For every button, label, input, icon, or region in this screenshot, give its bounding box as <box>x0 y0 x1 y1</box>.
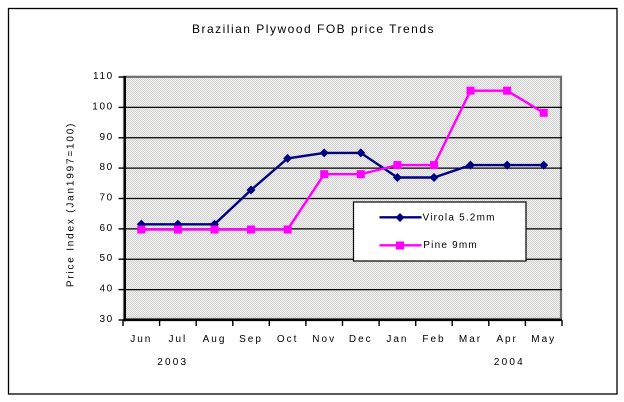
svg-text:Price Index (Jan1997=100): Price Index (Jan1997=100) <box>66 122 77 287</box>
svg-text:Jan: Jan <box>386 334 408 345</box>
svg-text:50: 50 <box>99 253 113 264</box>
svg-text:Virola 5.2mm: Virola 5.2mm <box>423 213 496 224</box>
svg-text:Brazilian Plywood FOB price Tr: Brazilian Plywood FOB price Trends <box>192 22 435 36</box>
svg-text:Pine 9mm: Pine 9mm <box>423 240 478 251</box>
svg-text:Dec: Dec <box>349 334 373 345</box>
svg-text:90: 90 <box>99 132 113 143</box>
svg-text:Jun: Jun <box>130 334 152 345</box>
svg-text:110: 110 <box>93 71 114 82</box>
svg-text:2003: 2003 <box>157 357 188 368</box>
svg-text:Jul: Jul <box>169 334 188 345</box>
svg-text:Apr: Apr <box>496 334 518 345</box>
svg-text:Feb: Feb <box>422 334 445 345</box>
svg-text:70: 70 <box>99 193 113 204</box>
svg-text:May: May <box>531 334 556 345</box>
svg-text:Oct: Oct <box>277 334 299 345</box>
svg-text:Nov: Nov <box>312 334 336 345</box>
svg-text:Mar: Mar <box>459 334 482 345</box>
svg-text:60: 60 <box>99 223 113 234</box>
svg-text:40: 40 <box>99 284 113 295</box>
svg-text:80: 80 <box>99 162 113 173</box>
svg-text:Sep: Sep <box>239 334 263 345</box>
svg-text:Aug: Aug <box>203 334 227 345</box>
svg-text:30: 30 <box>99 314 113 325</box>
svg-text:100: 100 <box>92 101 114 112</box>
svg-text:2004: 2004 <box>494 357 525 368</box>
